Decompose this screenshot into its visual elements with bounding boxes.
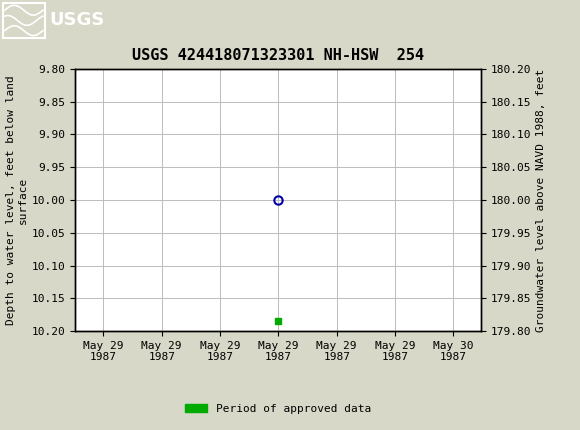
- Text: USGS: USGS: [49, 12, 104, 29]
- Bar: [3, 3, 45, 37]
- Y-axis label: Groundwater level above NAVD 1988, feet: Groundwater level above NAVD 1988, feet: [536, 68, 546, 332]
- Y-axis label: Depth to water level, feet below land
surface: Depth to water level, feet below land su…: [6, 75, 28, 325]
- Legend: Period of approved data: Period of approved data: [181, 399, 376, 418]
- Title: USGS 424418071323301 NH-HSW  254: USGS 424418071323301 NH-HSW 254: [132, 49, 425, 64]
